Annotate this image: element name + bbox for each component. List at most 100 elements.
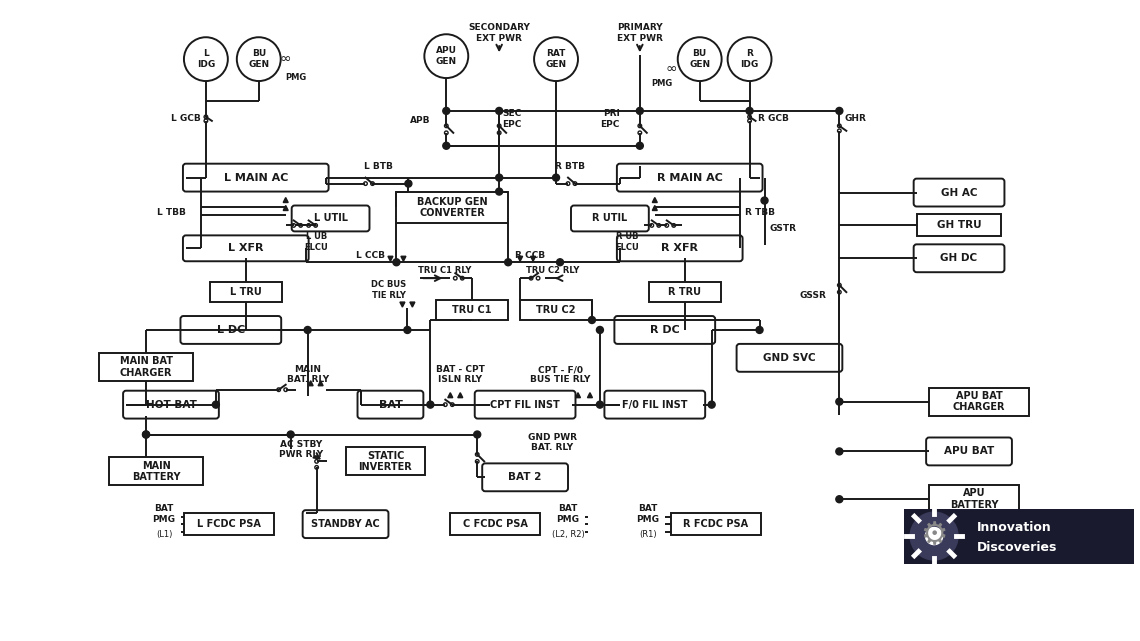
Circle shape bbox=[762, 197, 768, 204]
Text: BACKUP GEN
CONVERTER: BACKUP GEN CONVERTER bbox=[417, 197, 488, 219]
Polygon shape bbox=[448, 393, 453, 397]
Text: GH TRU: GH TRU bbox=[937, 221, 982, 230]
FancyBboxPatch shape bbox=[614, 316, 715, 344]
Bar bbox=[437, 300, 508, 320]
Text: BU
GEN: BU GEN bbox=[689, 49, 710, 69]
Circle shape bbox=[287, 431, 294, 438]
Text: PMG: PMG bbox=[651, 79, 673, 88]
FancyBboxPatch shape bbox=[604, 391, 706, 419]
Circle shape bbox=[393, 259, 400, 266]
Circle shape bbox=[370, 182, 374, 185]
Circle shape bbox=[727, 37, 772, 81]
Text: APU
GEN: APU GEN bbox=[435, 46, 457, 66]
Polygon shape bbox=[652, 197, 658, 203]
Text: GSSR: GSSR bbox=[799, 290, 826, 299]
Circle shape bbox=[304, 326, 311, 333]
Text: R BTB: R BTB bbox=[555, 162, 585, 171]
Text: ⚙: ⚙ bbox=[920, 522, 947, 551]
Circle shape bbox=[910, 512, 958, 560]
Text: BAT 2: BAT 2 bbox=[508, 472, 542, 482]
Bar bbox=[345, 447, 425, 476]
Polygon shape bbox=[587, 393, 593, 397]
Circle shape bbox=[277, 388, 280, 392]
FancyBboxPatch shape bbox=[571, 206, 649, 231]
Circle shape bbox=[474, 431, 481, 438]
Circle shape bbox=[454, 276, 457, 280]
Bar bbox=[917, 215, 1001, 237]
Circle shape bbox=[445, 131, 448, 135]
Text: L BTB: L BTB bbox=[364, 162, 393, 171]
Bar bbox=[904, 509, 1133, 564]
Circle shape bbox=[756, 326, 763, 333]
Circle shape bbox=[708, 401, 715, 408]
Circle shape bbox=[534, 37, 578, 81]
Circle shape bbox=[443, 403, 447, 406]
Polygon shape bbox=[576, 393, 580, 397]
Text: L
IDG: L IDG bbox=[197, 49, 215, 69]
Text: CPT FIL INST: CPT FIL INST bbox=[490, 399, 560, 410]
Text: PMG: PMG bbox=[285, 73, 307, 82]
Text: L UB
ELCU: L UB ELCU bbox=[304, 233, 328, 252]
Polygon shape bbox=[410, 302, 415, 307]
Text: MAIN
BATTERY: MAIN BATTERY bbox=[132, 460, 180, 482]
Text: L DC: L DC bbox=[217, 325, 245, 335]
Circle shape bbox=[596, 326, 603, 333]
Text: F/0 FIL INST: F/0 FIL INST bbox=[622, 399, 687, 410]
Circle shape bbox=[638, 131, 642, 135]
Text: R FCDC PSA: R FCDC PSA bbox=[683, 519, 748, 529]
Text: L XFR: L XFR bbox=[228, 244, 263, 253]
Circle shape bbox=[836, 495, 842, 503]
Circle shape bbox=[678, 37, 722, 81]
Text: L UTIL: L UTIL bbox=[314, 213, 348, 224]
Text: R XFR: R XFR bbox=[661, 244, 698, 253]
Circle shape bbox=[442, 142, 450, 149]
Circle shape bbox=[746, 108, 754, 114]
Text: GSTR: GSTR bbox=[770, 224, 797, 233]
Polygon shape bbox=[283, 206, 288, 210]
Circle shape bbox=[838, 290, 841, 294]
Circle shape bbox=[838, 283, 841, 287]
Polygon shape bbox=[652, 206, 658, 210]
Circle shape bbox=[475, 453, 479, 456]
Circle shape bbox=[426, 401, 434, 408]
Circle shape bbox=[838, 124, 841, 128]
Circle shape bbox=[364, 182, 367, 185]
Text: R TRU: R TRU bbox=[668, 287, 701, 297]
Circle shape bbox=[405, 180, 412, 187]
Text: BU
GEN: BU GEN bbox=[249, 49, 269, 69]
Text: GHR: GHR bbox=[845, 114, 866, 123]
Circle shape bbox=[445, 124, 448, 128]
FancyBboxPatch shape bbox=[736, 344, 842, 372]
Text: TRU C1: TRU C1 bbox=[453, 305, 492, 315]
Circle shape bbox=[315, 460, 318, 463]
Text: C FCDC PSA: C FCDC PSA bbox=[463, 519, 528, 529]
Text: (L2, R2): (L2, R2) bbox=[552, 529, 585, 538]
Circle shape bbox=[925, 526, 944, 546]
Circle shape bbox=[142, 431, 149, 438]
Polygon shape bbox=[518, 256, 522, 262]
Circle shape bbox=[650, 224, 653, 227]
FancyBboxPatch shape bbox=[182, 235, 309, 262]
Circle shape bbox=[424, 34, 469, 78]
Text: RAT
GEN: RAT GEN bbox=[545, 49, 567, 69]
Text: L TRU: L TRU bbox=[230, 287, 262, 297]
Polygon shape bbox=[400, 302, 405, 307]
Text: ∞: ∞ bbox=[280, 52, 292, 66]
Text: (R1): (R1) bbox=[640, 529, 657, 538]
Bar bbox=[99, 353, 194, 381]
Circle shape bbox=[450, 403, 454, 406]
Text: L CCB: L CCB bbox=[356, 251, 385, 260]
Polygon shape bbox=[283, 197, 288, 203]
Bar bbox=[520, 300, 592, 320]
Circle shape bbox=[299, 224, 302, 227]
Circle shape bbox=[636, 108, 643, 114]
Polygon shape bbox=[308, 381, 314, 386]
Text: CPT - F/0
BUS TIE RLY: CPT - F/0 BUS TIE RLY bbox=[530, 365, 591, 385]
Text: R UB
ELCU: R UB ELCU bbox=[614, 233, 638, 252]
Polygon shape bbox=[318, 381, 323, 386]
Text: TRU C2 RLY: TRU C2 RLY bbox=[527, 266, 580, 275]
Bar bbox=[929, 485, 1019, 513]
Text: APB: APB bbox=[410, 117, 430, 126]
Circle shape bbox=[596, 401, 603, 408]
Circle shape bbox=[836, 448, 842, 455]
